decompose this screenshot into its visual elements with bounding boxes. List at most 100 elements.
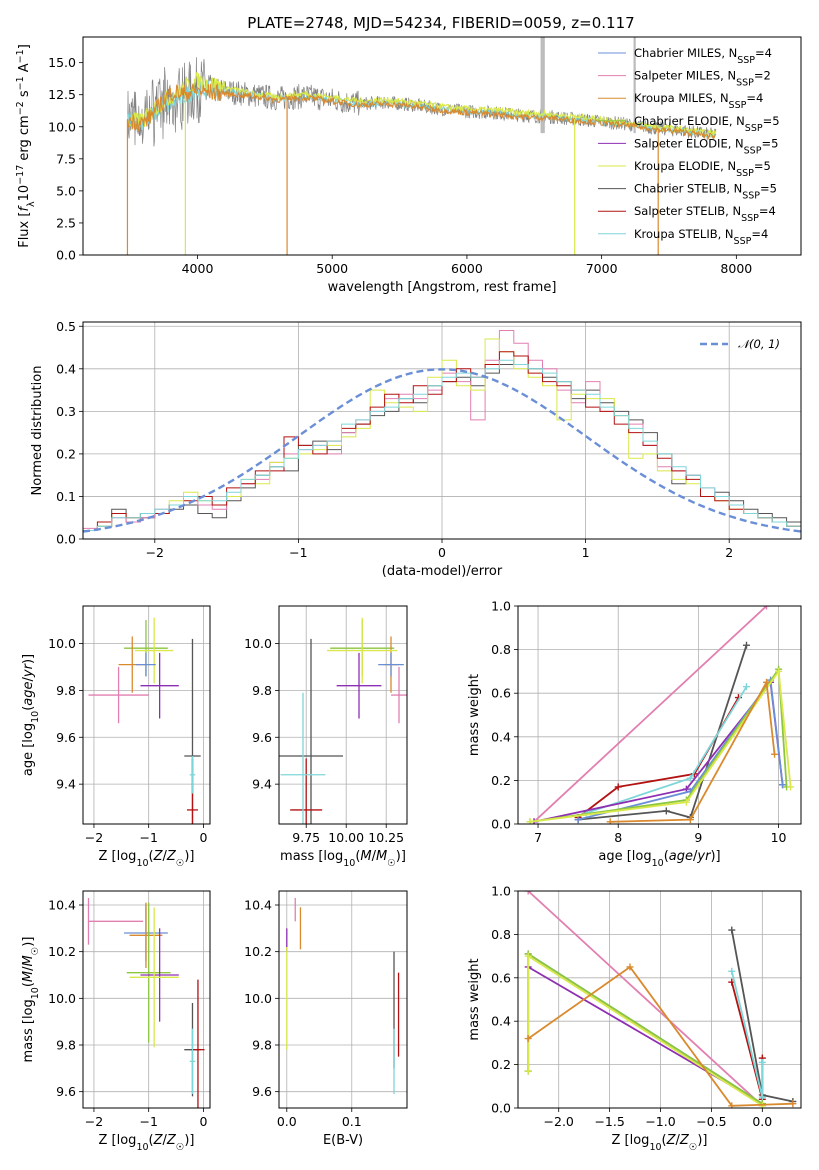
x-axis-label-part: M	[376, 849, 387, 864]
x-axis-label-part: ☉	[387, 858, 396, 869]
legend-label: Kroupa ELODIE, NSSP=5	[634, 159, 771, 179]
panel-spectrum: 4000 5000 6000 7000 8000 0.0 2.5 5.0 7.5 10.0 12.5…	[15, 36, 802, 295]
mass-weight-line	[527, 891, 763, 1107]
y-axis-label-part: −17	[15, 165, 26, 185]
y-tick-label: 0.5	[56, 319, 76, 334]
x-axis-label-part: age [log	[598, 849, 651, 864]
legend-label: Salpeter ELODIE, NSSP=5	[634, 136, 778, 156]
y-tick-label: 0.8	[491, 927, 511, 942]
legend-label-part: SSP	[734, 235, 752, 246]
y-tick-label: 0.3	[56, 404, 76, 419]
y-tick-label: 2.5	[56, 215, 76, 230]
x-axis-label-part: M	[360, 849, 371, 864]
legend-label-part: =5	[761, 136, 778, 150]
legend-label-part: Salpeter STELIB, N	[634, 204, 741, 218]
y-axis-label-part: Normed distribution	[30, 366, 45, 496]
x-axis-label: (data-model)/error	[382, 564, 503, 579]
x-axis-label-part: Z	[679, 1133, 690, 1148]
legend-label-part: SSP	[736, 77, 754, 88]
legend-label-part: =5	[763, 114, 780, 128]
y-axis-label-part: mass weight	[467, 674, 482, 756]
legend-label: Chabrier MILES, NSSP=4	[634, 46, 772, 66]
x-tick-label: −1	[139, 830, 157, 845]
x-axis-label-part: mass [log	[280, 849, 343, 864]
legend-label-part: Chabrier ELODIE, N	[634, 114, 745, 128]
x-axis-label-part: Z	[166, 1133, 177, 1148]
mass-weight-line	[529, 666, 788, 823]
x-axis-label-part: Z [log	[99, 1133, 137, 1148]
x-tick-label: 4000	[182, 261, 214, 276]
y-axis-label-part: s	[17, 90, 32, 101]
y-tick-label: 0.4	[491, 729, 511, 744]
y-axis-label-part: (	[21, 982, 36, 987]
y-axis-label-part: λ	[26, 201, 37, 207]
x-axis-label: Z [log10(Z/Z☉)]	[99, 1133, 195, 1153]
y-tick-label: 10.4	[244, 898, 272, 913]
axes-frame	[82, 605, 211, 825]
y-tick-label: 0.6	[491, 970, 511, 985]
legend-label-part: =4	[746, 91, 763, 105]
x-axis-label-part: ☉	[176, 858, 185, 869]
x-axis-label-part: /	[163, 849, 168, 864]
y-axis-label-part: age [log	[21, 723, 36, 776]
mass-weight-line	[533, 606, 768, 823]
y-tick-label: 9.4	[252, 777, 272, 792]
mass-weight-line	[610, 679, 776, 823]
legend-label-part: Kroupa STELIB, N	[634, 227, 734, 241]
y-axis-label-part: age	[21, 681, 36, 705]
y-tick-label: 10.0	[244, 636, 272, 651]
y-axis-label: mass weight	[467, 958, 482, 1040]
mass-weight-line	[527, 952, 763, 1105]
x-axis-label-part: 10	[343, 858, 355, 869]
y-tick-label: 9.6	[252, 1084, 272, 1099]
axes-frame	[82, 321, 802, 540]
panel-residual-histogram: −2 −1 0 1 2 0.0 0.1 0.2 0.3 0.4 0.5 𝒩(0, 1) (data-mo…	[30, 319, 802, 579]
plot-area-spectrum	[126, 37, 717, 255]
x-tick-label: 7	[534, 830, 542, 845]
legend-label-part: Kroupa ELODIE, N	[634, 159, 736, 173]
legend-label-part: =5	[760, 182, 777, 196]
observed-spectrum-line	[127, 57, 717, 153]
y-axis-label-part: 10	[30, 987, 41, 999]
axes-frame	[82, 890, 211, 1109]
x-tick-label: 8	[614, 830, 622, 845]
x-axis-label-part: (	[355, 849, 360, 864]
x-tick-label: 0	[438, 545, 446, 560]
x-axis-label-part: 10	[136, 1142, 148, 1153]
x-axis-label-part: /	[372, 849, 377, 864]
x-axis-label-part: 10	[649, 1142, 661, 1153]
x-tick-label: −1.0	[645, 1114, 675, 1129]
x-axis-label: E(B-V)	[323, 1133, 363, 1148]
x-axis-label-part: )]	[396, 849, 406, 864]
x-tick-label: 2	[725, 545, 733, 560]
gaussian-curve	[83, 368, 801, 533]
legend-label-part: SSP	[736, 168, 754, 179]
legend-label-part: Salpeter MILES, N	[634, 69, 736, 83]
y-tick-label: 10.2	[48, 944, 76, 959]
y-tick-label: 0.0	[56, 248, 76, 263]
x-axis-label-part: /	[163, 1133, 168, 1148]
y-axis-label-part: mass [log	[21, 999, 36, 1062]
y-tick-label: 10.4	[48, 898, 76, 913]
plot-area-mass-vs-ebv	[286, 898, 400, 1094]
y-axis-label-part: ☉	[30, 947, 41, 956]
y-tick-label: 9.6	[252, 730, 272, 745]
x-tick-label: 0.1	[342, 1114, 362, 1129]
y-axis-label-part: mass weight	[467, 958, 482, 1040]
legend-label-part: =2	[754, 69, 771, 83]
y-axis-label-part: −1	[15, 76, 26, 90]
y-axis-label-part: /	[21, 966, 36, 971]
y-axis-label-part: M	[21, 955, 36, 966]
legend-label: Chabrier STELIB, NSSP=5	[634, 182, 777, 202]
x-axis-label-part: /	[676, 1133, 681, 1148]
y-tick-label: 10.0	[244, 991, 272, 1006]
y-tick-label: 12.5	[48, 87, 76, 102]
x-tick-label: −0.5	[696, 1114, 726, 1129]
x-axis-label-part: ☉	[176, 1142, 185, 1153]
y-tick-label: 9.8	[56, 683, 76, 698]
legend-label-part: SSP	[741, 213, 759, 224]
y-tick-label: 0.0	[56, 532, 76, 547]
y-tick-label: 0.0	[491, 817, 511, 832]
y-tick-label: 0.2	[56, 446, 76, 461]
